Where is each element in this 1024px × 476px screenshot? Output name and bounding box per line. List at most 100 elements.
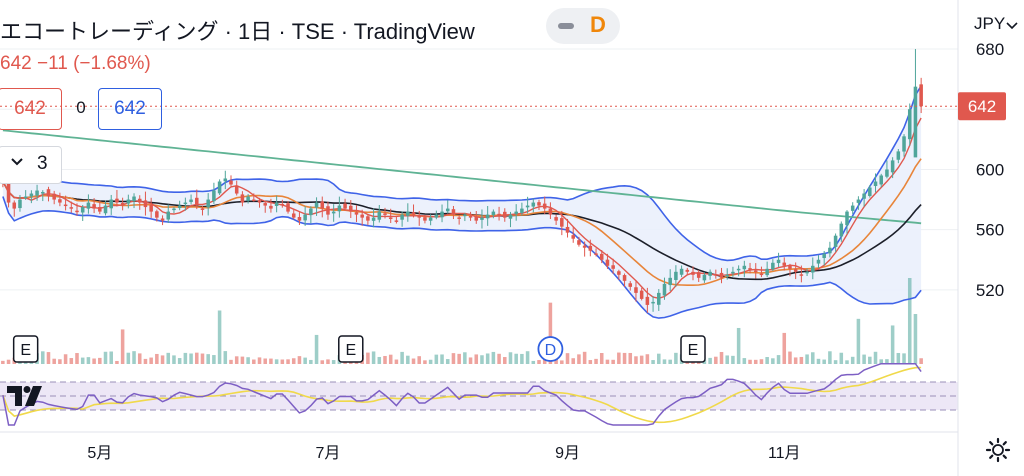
volume-bar <box>109 351 113 364</box>
volume-bar <box>195 352 199 364</box>
candle <box>29 193 34 197</box>
volume-bars <box>1 278 923 364</box>
volume-bar <box>92 358 96 364</box>
volume-bar <box>645 354 650 364</box>
candle <box>514 211 518 214</box>
candle <box>371 217 376 221</box>
volume-bar <box>788 351 792 364</box>
volume-bar <box>280 359 285 364</box>
volume-bar <box>896 352 901 364</box>
volume-bar <box>913 314 918 364</box>
candles <box>1 49 923 313</box>
market-closed-icon <box>558 23 574 29</box>
volume-bar <box>525 351 530 364</box>
volume-bar <box>86 357 91 364</box>
currency-selector[interactable]: JPY <box>974 14 1006 33</box>
candle <box>343 203 347 209</box>
candle <box>195 197 199 206</box>
candle <box>132 196 136 201</box>
candle <box>434 214 439 218</box>
candle <box>377 211 382 220</box>
volume-bar <box>748 359 752 364</box>
candle <box>890 160 895 173</box>
volume-bar <box>286 359 290 364</box>
candle <box>599 253 604 260</box>
ma-mid-line <box>2 181 922 281</box>
volume-bar <box>594 358 598 364</box>
candle <box>497 213 501 216</box>
candle <box>696 272 701 278</box>
candle <box>560 218 564 227</box>
candle <box>685 269 690 272</box>
gear-icon[interactable] <box>985 437 1011 463</box>
candle <box>571 235 575 239</box>
candle <box>80 207 85 213</box>
candle <box>451 209 456 215</box>
candle <box>548 208 553 215</box>
time-tick-label: 11月 <box>768 445 801 462</box>
candle <box>651 301 655 304</box>
volume-bar <box>411 358 416 364</box>
candle <box>628 283 633 287</box>
indicators-toggle-button[interactable]: 3 <box>0 146 62 184</box>
candle <box>440 211 444 218</box>
volume-bar <box>799 356 804 364</box>
volume-bar <box>309 359 313 364</box>
candle <box>525 205 530 208</box>
volume-bar <box>297 356 302 364</box>
earnings-marker <box>338 335 364 363</box>
bollinger-fill <box>2 85 922 319</box>
volume-bar <box>668 359 672 364</box>
price-tick-label: 560 <box>976 221 1004 240</box>
volume-bar <box>115 360 119 364</box>
candle <box>913 86 918 158</box>
candle <box>793 269 798 272</box>
volume-bar <box>714 356 718 364</box>
candle <box>759 273 764 276</box>
buy-price-box[interactable]: 642 <box>98 88 162 130</box>
candle <box>126 199 131 204</box>
sell-price-box[interactable]: 642 <box>0 88 62 130</box>
volume-bar <box>605 359 610 364</box>
candle <box>788 265 792 269</box>
dividend-marker <box>537 336 564 362</box>
chevron-down-icon[interactable] <box>1006 20 1018 32</box>
candle <box>12 202 17 209</box>
volume-bar <box>599 353 604 364</box>
candle <box>160 218 165 221</box>
candle <box>811 265 815 273</box>
candle <box>463 214 467 217</box>
interval-badge[interactable]: D <box>590 12 606 37</box>
volume-bar <box>588 360 593 364</box>
volume-bar <box>811 352 815 364</box>
candle <box>280 203 285 206</box>
volume-bar <box>497 353 501 364</box>
volume-bar <box>845 360 849 364</box>
candle <box>6 183 11 203</box>
candle <box>822 253 826 259</box>
volume-bar <box>451 353 456 364</box>
time-tick-label: 5月 <box>87 445 112 462</box>
candle <box>354 212 359 215</box>
earnings-marker <box>12 335 39 363</box>
volume-bar <box>291 358 296 364</box>
candle <box>736 268 741 271</box>
candle <box>816 259 821 264</box>
volume-bar <box>428 359 433 364</box>
candle <box>360 214 364 218</box>
volume-bar <box>902 353 906 364</box>
candle <box>919 84 923 107</box>
candle <box>879 175 883 185</box>
volume-bar <box>6 359 11 364</box>
candle <box>297 217 302 221</box>
volume-bar <box>126 352 131 364</box>
price-axis: 642 520 560 600 680 <box>0 40 1006 300</box>
candle <box>856 199 861 203</box>
volume-bar <box>200 353 205 364</box>
tradingview-logo[interactable] <box>6 382 44 410</box>
volume-bar <box>548 302 553 364</box>
candle <box>577 240 581 245</box>
candle <box>896 151 901 160</box>
volume-bar <box>474 354 479 364</box>
